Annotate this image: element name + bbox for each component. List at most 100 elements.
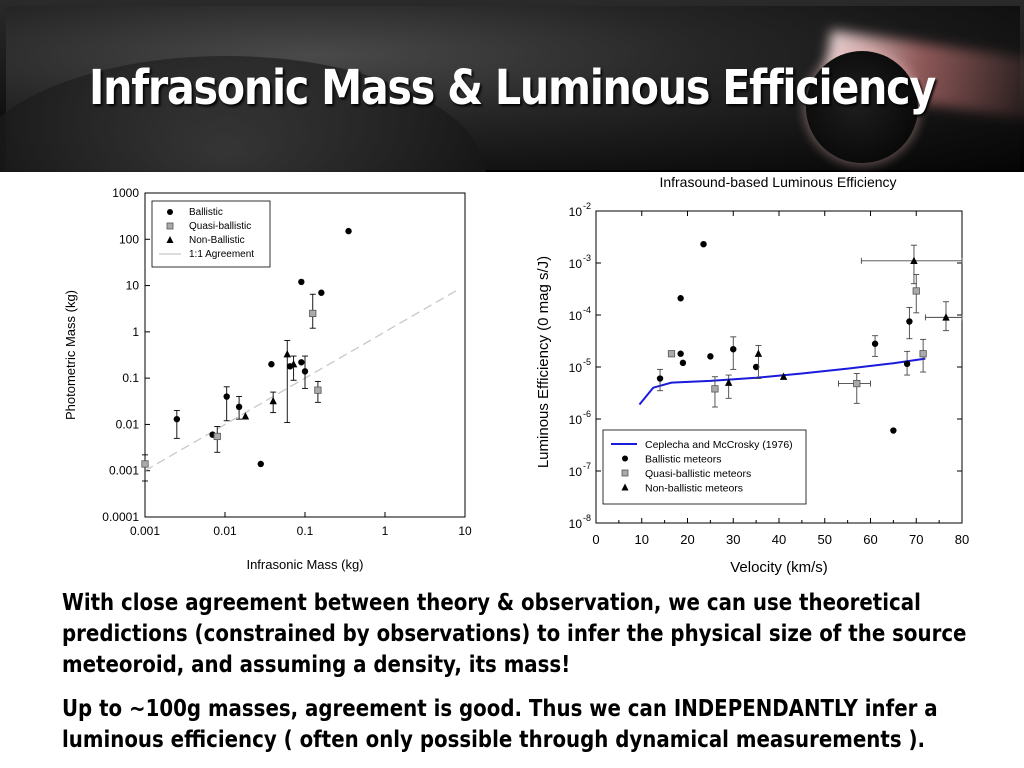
data-point (141, 460, 149, 468)
y-tick-label: 1 (132, 325, 139, 339)
data-point (677, 295, 684, 302)
chart-title: Infrasound-based Luminous Efficiency (659, 174, 896, 190)
y-tick-exponent: -8 (583, 513, 591, 523)
legend-symbol (622, 455, 628, 462)
data-point (289, 360, 298, 368)
x-tick-label: 50 (818, 532, 832, 547)
data-point (906, 318, 913, 325)
data-point (679, 359, 687, 367)
legend-label: Non-Ballistic (189, 235, 245, 246)
legend-label: Quasi-ballistic meteors (645, 468, 751, 480)
slide-title: Infrasonic Mass & Luminous Efficiency (89, 60, 936, 116)
x-tick-label: 70 (909, 532, 923, 547)
x-tick-label: 10 (635, 532, 649, 547)
data-point (707, 353, 714, 360)
mass-comparison-chart-svg: 0.001 0.01 0.1 1 100.00010.0010.010.11101001… (63, 186, 472, 572)
y-tick-exponent: -5 (583, 357, 591, 367)
data-point (724, 378, 733, 386)
y-tick-exponent: -4 (583, 305, 591, 315)
x-tick-label: 1 (382, 524, 389, 538)
data-point (213, 432, 221, 441)
y-tick-label: 10 (569, 413, 583, 427)
x-tick-label: 0.1 (297, 524, 314, 538)
legend-symbol (621, 483, 629, 491)
y-tick-exponent: -2 (583, 201, 591, 211)
y-axis-label: Luminous Efficiency (0 mag s/J) (535, 256, 552, 468)
y-tick-exponent: -6 (583, 409, 591, 419)
agreement-line (144, 289, 458, 472)
legend-label: Ceplecha and McCrosky (1976) (645, 439, 793, 451)
y-tick-label: 10 (126, 279, 140, 293)
x-tick-label: 0.01 (213, 524, 237, 538)
data-point (711, 385, 719, 393)
data-point (314, 386, 322, 394)
x-tick-label: 0.001 (130, 524, 160, 538)
data-point (942, 313, 950, 321)
y-tick-label: 0.001 (109, 464, 139, 478)
data-point (871, 340, 879, 347)
data-point (910, 256, 918, 265)
data-point (298, 359, 305, 366)
body-paragraph-2: Up to ~100g masses, agreement is good. T… (62, 696, 938, 753)
title-banner: Infrasonic Mass & Luminous Efficiency (0, 0, 1024, 172)
data-point (345, 227, 352, 235)
body-paragraph-1: With close agreement between theory & ob… (62, 590, 967, 678)
x-axis-label: Velocity (km/s) (730, 559, 828, 576)
data-point (667, 350, 676, 358)
data-point (853, 379, 861, 388)
data-point (269, 396, 277, 405)
banner-background-image (0, 6, 1024, 172)
data-point (173, 415, 181, 423)
data-point (298, 278, 305, 286)
legend-label: Non-ballistic meteors (645, 483, 743, 495)
legend-label: 1:1 Agreement (189, 249, 254, 260)
x-tick-label: 10 (458, 524, 472, 538)
data-point (235, 403, 243, 411)
y-tick-label: 1000 (112, 186, 139, 200)
x-tick-label: 60 (863, 532, 877, 547)
y-tick-label: 0.1 (122, 371, 139, 385)
data-point (257, 460, 264, 468)
x-tick-label: 30 (726, 532, 740, 547)
x-axis-label: Infrasonic Mass (kg) (246, 557, 363, 572)
y-tick-label: 10 (569, 361, 583, 375)
data-point (309, 309, 317, 318)
legend-box (602, 429, 807, 505)
legend-symbol (166, 222, 174, 230)
data-point (656, 375, 664, 382)
data-point (912, 287, 920, 295)
x-tick-label: 40 (772, 532, 786, 547)
luminous-efficiency-chart-svg: Infrasound-based Luminous Efficiency 0 10 2… (535, 174, 969, 576)
data-point (283, 349, 291, 358)
y-axis-label: Photometric Mass (kg) (63, 290, 78, 420)
legend-symbol (621, 469, 629, 477)
data-point (754, 349, 763, 357)
x-tick-label: 0 (592, 532, 599, 547)
data-point (241, 412, 250, 420)
planet-image (806, 51, 918, 163)
legend-symbol (167, 209, 173, 215)
data-point (730, 345, 737, 353)
legend-symbol (166, 236, 174, 243)
ceplecha-curve (638, 357, 926, 406)
y-tick-label: 10 (569, 205, 583, 219)
data-point (700, 240, 707, 248)
y-tick-label: 0.01 (116, 417, 140, 431)
data-point (752, 363, 760, 371)
y-tick-exponent: -3 (583, 253, 591, 263)
luminous-efficiency-chart: Infrasound-based Luminous Efficiency 0 10 2… (530, 170, 975, 585)
legend-label: Quasi-ballistic (189, 221, 251, 232)
x-tick-label: 20 (680, 532, 694, 547)
y-tick-label: 10 (569, 517, 583, 531)
data-point (677, 350, 684, 357)
y-tick-label: 10 (569, 465, 583, 479)
data-point (779, 372, 788, 380)
x-tick-label: 80 (955, 532, 969, 547)
y-tick-exponent: -7 (583, 461, 591, 471)
data-point (318, 289, 325, 296)
mass-comparison-chart: 0.001 0.01 0.1 1 10 0.0001 0.001 0.01 0.1 1 10 100 1… (55, 180, 485, 580)
y-tick-label: 10 (569, 257, 583, 271)
data-point (301, 368, 309, 375)
y-tick-label: 100 (119, 232, 139, 246)
data-point (223, 393, 230, 400)
